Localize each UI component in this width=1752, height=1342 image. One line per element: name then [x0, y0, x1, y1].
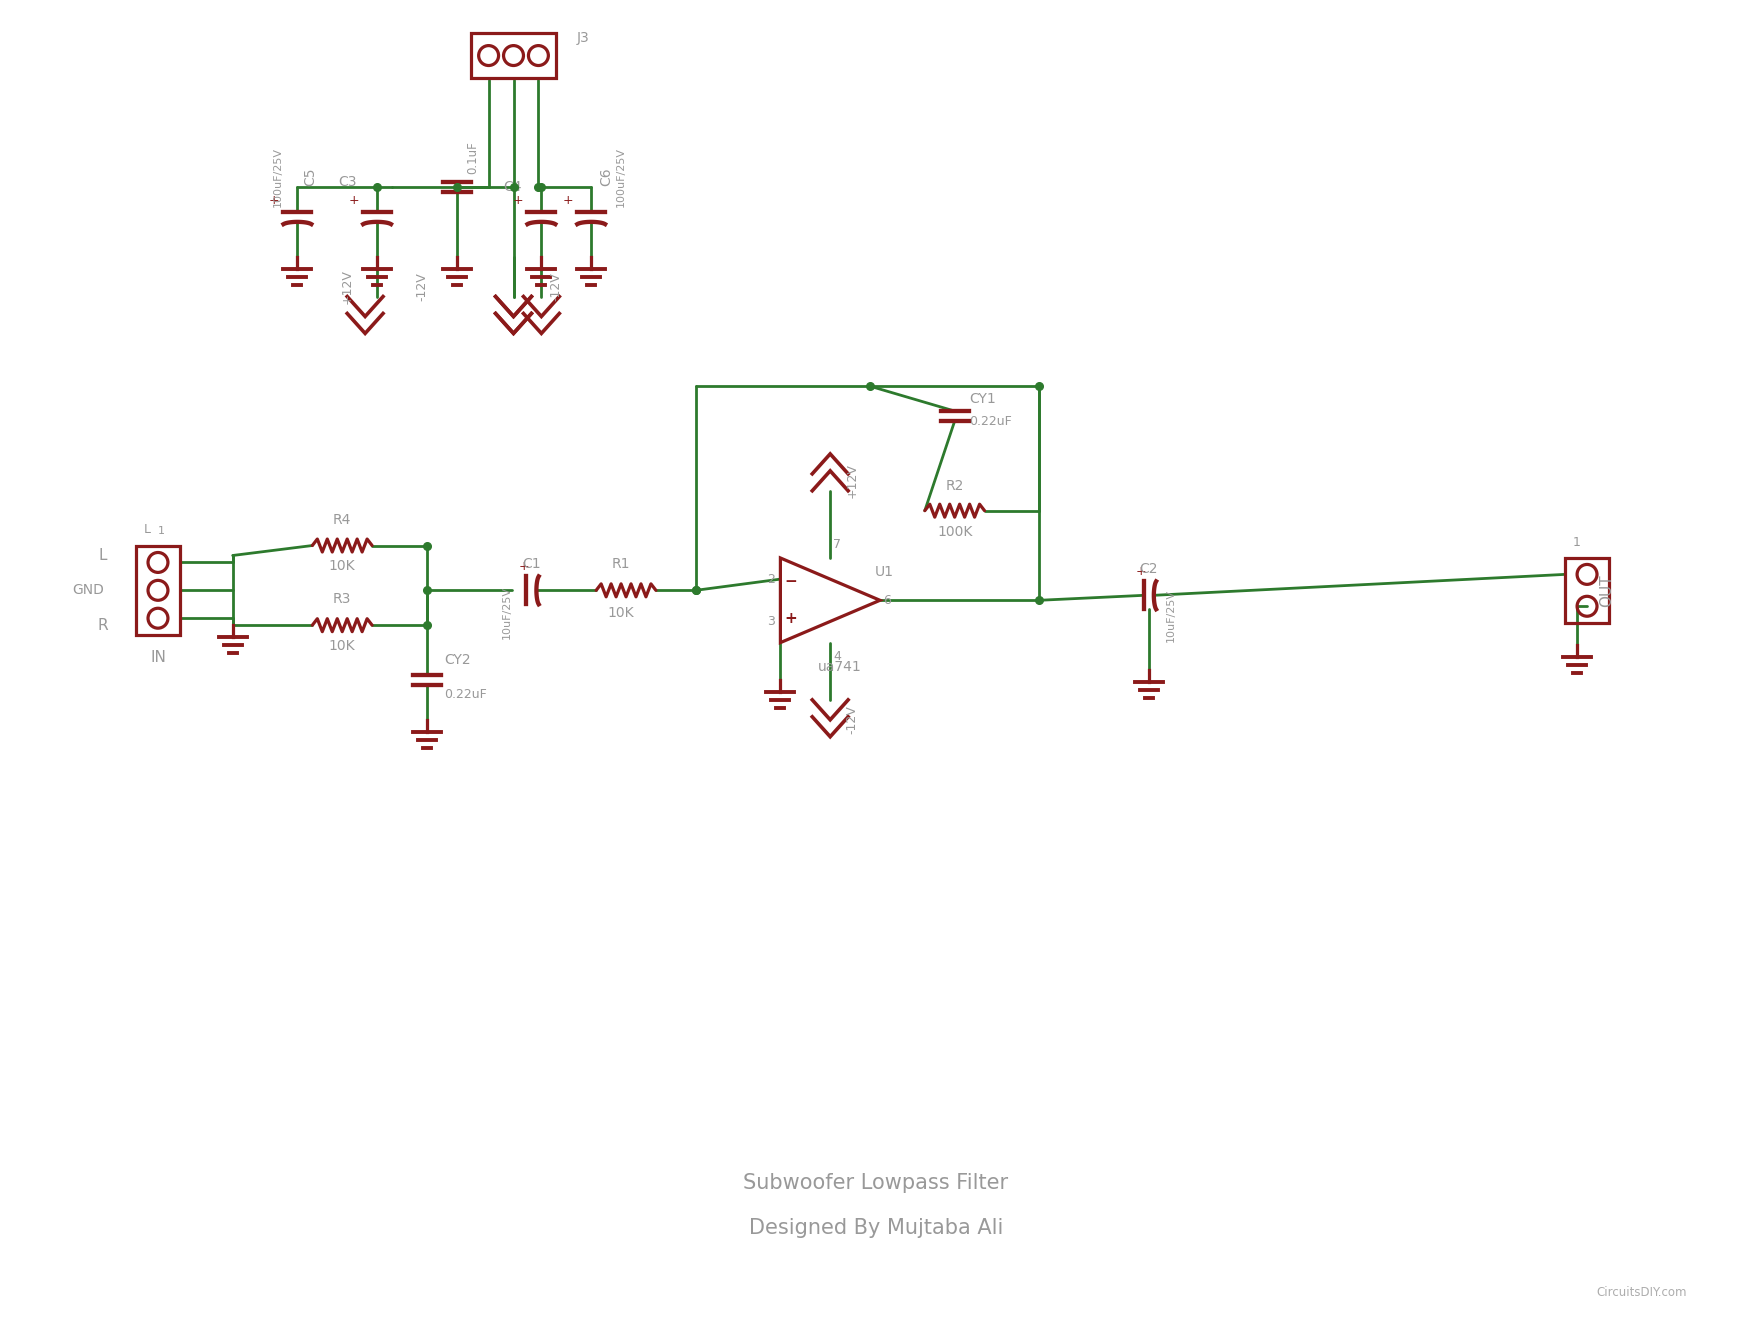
Text: GND: GND — [72, 584, 103, 597]
Bar — [471, 34, 555, 78]
Text: ua741: ua741 — [818, 660, 862, 674]
Text: 6: 6 — [883, 593, 890, 607]
Text: 10uF/25V: 10uF/25V — [501, 585, 512, 639]
Text: 10uF/25V: 10uF/25V — [1165, 589, 1176, 641]
Text: R3: R3 — [333, 592, 352, 607]
Text: +12V: +12V — [340, 270, 354, 305]
Text: 0.22uF: 0.22uF — [969, 415, 1013, 428]
Text: 1: 1 — [158, 526, 165, 535]
Text: 1: 1 — [1572, 535, 1580, 549]
Text: +: + — [1135, 565, 1146, 578]
Text: Designed By Mujtaba Ali: Designed By Mujtaba Ali — [748, 1217, 1004, 1237]
Text: 100K: 100K — [937, 525, 972, 538]
Text: CY1: CY1 — [969, 392, 997, 407]
Text: L: L — [144, 522, 151, 535]
Bar — [1565, 558, 1610, 623]
Text: OUT: OUT — [1600, 574, 1614, 607]
Text: -12V: -12V — [550, 272, 562, 301]
Text: 3: 3 — [767, 615, 776, 628]
Text: -12V: -12V — [415, 272, 429, 301]
Text: 4: 4 — [834, 650, 841, 663]
Text: IN: IN — [151, 650, 166, 666]
Text: +12V: +12V — [844, 463, 858, 498]
Text: -12V: -12V — [844, 706, 858, 734]
Text: 10K: 10K — [329, 639, 356, 654]
Text: C2: C2 — [1139, 562, 1158, 577]
Text: C4: C4 — [503, 180, 522, 195]
Text: +: + — [783, 612, 797, 627]
Text: CY2: CY2 — [443, 654, 471, 667]
Text: C6: C6 — [599, 168, 613, 187]
Text: +: + — [562, 195, 573, 207]
Text: L: L — [98, 548, 107, 564]
Text: 2: 2 — [767, 573, 776, 585]
Text: 0.1uF: 0.1uF — [466, 141, 480, 173]
Text: J3: J3 — [576, 31, 589, 44]
Text: U1: U1 — [874, 565, 894, 580]
Text: 10K: 10K — [608, 607, 634, 620]
Text: Subwoofer Lowpass Filter: Subwoofer Lowpass Filter — [743, 1173, 1009, 1193]
Text: +: + — [519, 561, 529, 573]
Text: R2: R2 — [946, 479, 964, 493]
Text: C5: C5 — [303, 168, 317, 187]
Text: +: + — [513, 195, 524, 207]
Bar — [135, 545, 180, 635]
Text: 0.22uF: 0.22uF — [443, 688, 487, 702]
Text: R4: R4 — [333, 513, 352, 526]
Text: C3: C3 — [338, 174, 357, 189]
Text: C1: C1 — [522, 557, 541, 572]
Text: 10K: 10K — [329, 560, 356, 573]
Text: 100uF/25V: 100uF/25V — [273, 148, 282, 207]
Text: +: + — [349, 195, 359, 207]
Text: −: − — [783, 574, 797, 589]
Text: R1: R1 — [611, 557, 631, 572]
Text: +: + — [268, 195, 280, 207]
Text: CircuitsDIY.com: CircuitsDIY.com — [1596, 1286, 1687, 1299]
Text: R: R — [98, 617, 109, 632]
Text: 100uF/25V: 100uF/25V — [617, 148, 625, 207]
Text: 7: 7 — [834, 538, 841, 550]
